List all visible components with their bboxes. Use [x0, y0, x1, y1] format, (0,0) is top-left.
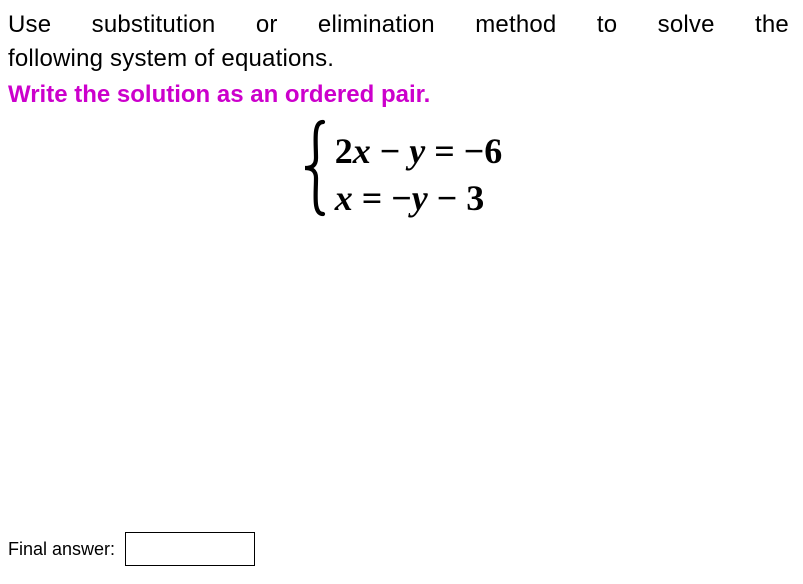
w: to	[597, 8, 617, 42]
left-brace-icon	[301, 118, 331, 218]
highlighted-prompt: Write the solution as an ordered pair.	[8, 81, 789, 109]
final-answer-input[interactable]	[125, 532, 255, 566]
op-minus: −	[371, 131, 410, 171]
rhs: −6	[464, 131, 503, 171]
var-x: x	[353, 131, 371, 171]
w: elimination	[318, 8, 435, 42]
w: Use	[8, 8, 51, 42]
op-equals: =	[353, 178, 392, 218]
op-equals: =	[425, 131, 464, 171]
neg: −	[391, 178, 412, 218]
var-y: y	[412, 178, 428, 218]
page-root: Use substitution or elimination method t…	[0, 0, 803, 584]
w: the	[755, 8, 789, 42]
instruction-text: Use substitution or elimination method t…	[8, 8, 789, 75]
w: substitution	[92, 8, 216, 42]
equation-system: 2x − y = −6 x = −y − 3	[301, 128, 503, 222]
equation-2: x = −y − 3	[335, 175, 503, 222]
w: or	[256, 8, 278, 42]
instruction-line-2: following system of equations.	[8, 42, 789, 76]
final-answer-row: Final answer:	[8, 532, 255, 566]
coef: 2	[335, 131, 353, 171]
final-answer-label: Final answer:	[8, 539, 115, 560]
w: method	[475, 8, 556, 42]
instruction-line-1: Use substitution or elimination method t…	[8, 8, 789, 42]
op-minus: −	[428, 178, 467, 218]
w: solve	[658, 8, 715, 42]
var-y: y	[409, 131, 425, 171]
rhs: 3	[466, 178, 484, 218]
equation-block: 2x − y = −6 x = −y − 3	[0, 128, 803, 222]
var-x: x	[335, 178, 353, 218]
equation-1: 2x − y = −6	[335, 128, 503, 175]
